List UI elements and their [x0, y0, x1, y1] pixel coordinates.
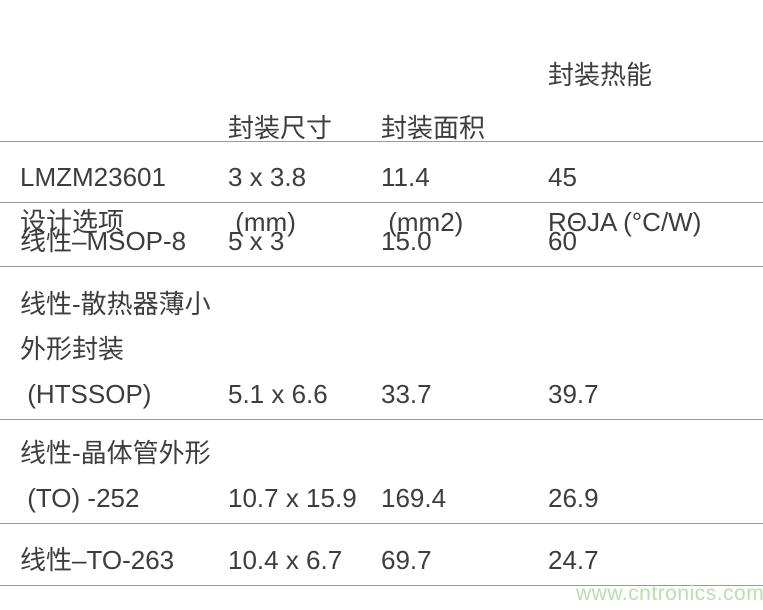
cell-rtheta-ja: 45 [548, 162, 577, 192]
column-header-thermal: 封装热能 RΘJA (°C/W) [548, 0, 763, 297]
package-area-label: 封装面积 [381, 113, 486, 143]
thermal-label: 封装热能 [548, 60, 653, 90]
cell-area: 15.0 [381, 226, 432, 256]
cell-area: 33.7 [381, 379, 432, 409]
cell-option: 线性–MSOP-8 [20, 226, 187, 256]
thermal-unit: RΘJA (°C/W) [548, 207, 702, 237]
table-row: 线性–MSOP-8 5 x 3 15.0 60 [0, 203, 763, 267]
watermark: www.cntronics.com [576, 582, 763, 605]
package-size-unit: (mm) [228, 207, 296, 237]
cell-area: 11.4 [381, 162, 430, 192]
cell-size: 10.4 x 6.7 [228, 545, 343, 575]
cell-rtheta-ja: 39.7 [548, 379, 599, 409]
table-row: 线性-晶体管外形 (TO) -252 10.7 x 15.9 169.4 26.… [0, 420, 763, 524]
column-header-package-area: 封装面积 (mm2) [381, 53, 548, 297]
table-row: 线性–TO-263 10.4 x 6.7 69.7 24.7 [0, 524, 763, 586]
package-comparison-table: 设计选项 封装尺寸 (mm) 封装面积 (mm2) 封装热能 RΘJA (°C/… [0, 0, 763, 586]
cell-option: 线性–TO-263 [20, 545, 175, 575]
cell-rtheta-ja: 24.7 [548, 545, 599, 575]
column-header-design-option: 设计选项 [20, 147, 228, 297]
cell-rtheta-ja: 26.9 [548, 483, 599, 513]
cell-size: 3 x 3.8 [228, 162, 307, 192]
design-option-label: 设计选项 [20, 207, 125, 237]
table-header-row: 设计选项 封装尺寸 (mm) 封装面积 (mm2) 封装热能 RΘJA (°C/… [0, 0, 763, 237]
table-row: 线性-散热器薄小 外形封装 (HTSSOP) 5.1 x 6.6 33.7 39… [0, 267, 763, 420]
cell-option: 线性-晶体管外形 (TO) -252 [20, 438, 211, 513]
table-row: LMZM23601 3 x 3.8 11.4 45 [0, 142, 763, 203]
cell-option: 线性-散热器薄小 外形封装 (HTSSOP) [20, 289, 211, 409]
cell-size: 5 x 3 [228, 226, 285, 256]
column-header-package-size: 封装尺寸 (mm) [228, 53, 381, 297]
cell-size: 5.1 x 6.6 [228, 379, 328, 409]
package-area-unit: (mm2) [381, 207, 464, 237]
package-size-label: 封装尺寸 [228, 113, 333, 143]
cell-area: 169.4 [381, 483, 447, 513]
cell-size: 10.7 x 15.9 [228, 483, 357, 513]
cell-area: 69.7 [381, 545, 432, 575]
cell-option: LMZM23601 [20, 162, 166, 192]
cell-rtheta-ja: 60 [548, 226, 577, 256]
